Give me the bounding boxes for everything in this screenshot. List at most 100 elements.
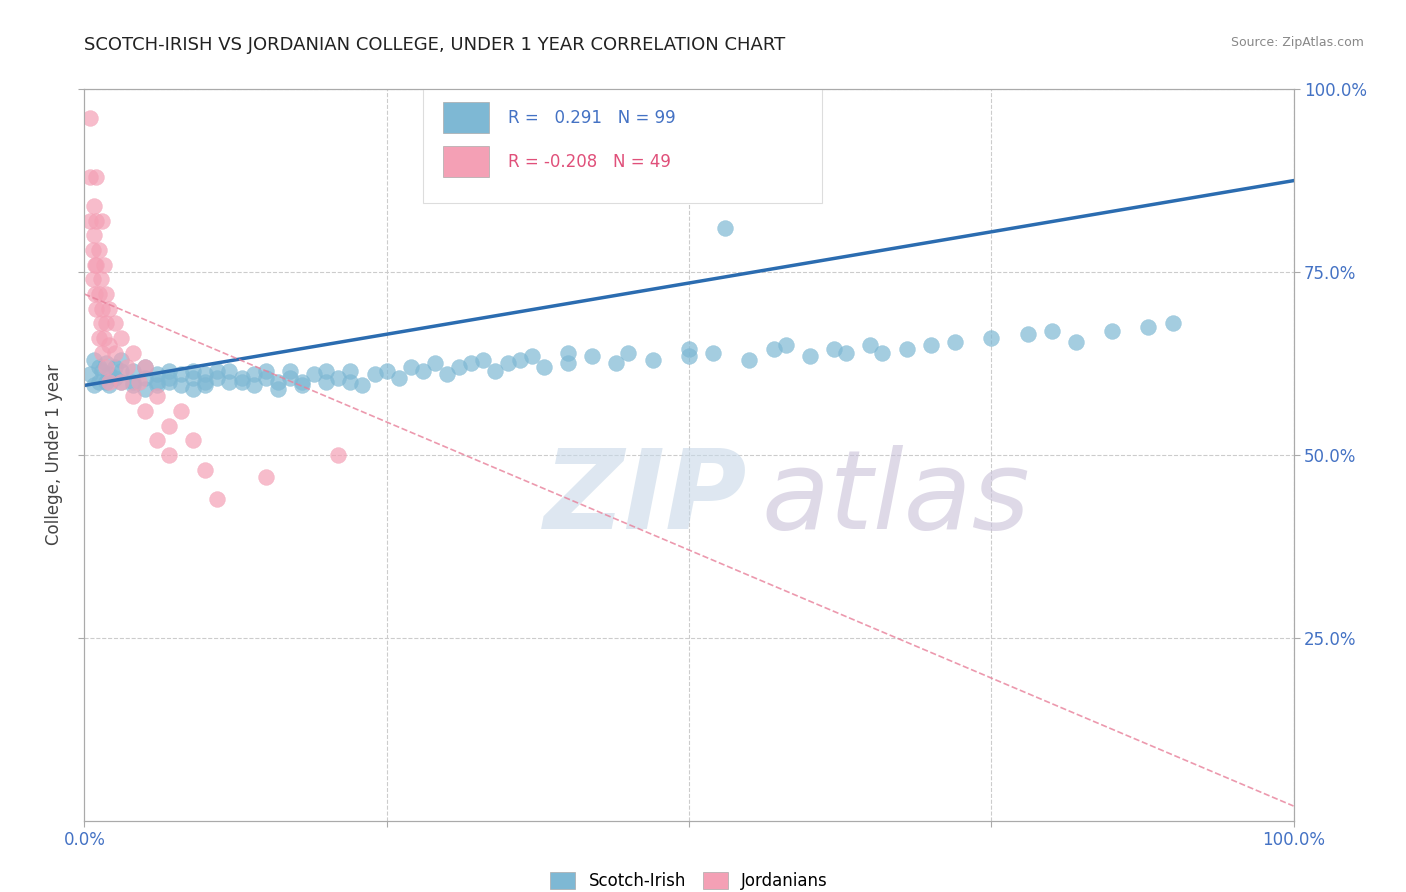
Point	[557, 345, 579, 359]
Point	[87, 243, 110, 257]
Point	[278, 371, 301, 385]
Text: SCOTCH-IRISH VS JORDANIAN COLLEGE, UNDER 1 YEAR CORRELATION CHART: SCOTCH-IRISH VS JORDANIAN COLLEGE, UNDER…	[84, 36, 786, 54]
Point	[90, 272, 112, 286]
Point	[94, 316, 117, 330]
Point	[90, 316, 112, 330]
Point	[134, 360, 156, 375]
Point	[134, 382, 156, 396]
Point	[134, 360, 156, 375]
Point	[436, 368, 458, 382]
Point	[207, 371, 229, 385]
Point	[375, 364, 398, 378]
Point	[79, 214, 101, 228]
Point	[134, 404, 156, 418]
Point	[97, 368, 120, 382]
Legend: Scotch-Irish, Jordanians: Scotch-Irish, Jordanians	[544, 865, 834, 892]
Point	[128, 375, 150, 389]
Point	[242, 368, 264, 382]
Point	[557, 356, 579, 371]
Point	[83, 199, 105, 213]
Point	[97, 301, 120, 316]
Point	[617, 345, 640, 359]
Point	[641, 352, 664, 367]
Point	[170, 378, 193, 392]
Point	[1161, 316, 1184, 330]
Point	[242, 378, 264, 392]
Point	[472, 352, 495, 367]
Point	[775, 338, 797, 352]
Point	[363, 368, 385, 382]
Point	[328, 371, 350, 385]
Point	[83, 378, 105, 392]
Point	[121, 389, 143, 403]
Point	[121, 345, 143, 359]
Point	[83, 352, 105, 367]
Point	[170, 368, 193, 382]
Point	[157, 418, 180, 433]
Point	[423, 356, 446, 371]
Point	[388, 371, 411, 385]
Point	[509, 352, 531, 367]
Point	[181, 434, 204, 448]
Point	[339, 375, 361, 389]
Point	[87, 375, 110, 389]
Point	[484, 364, 506, 378]
Point	[823, 342, 845, 356]
Point	[218, 364, 240, 378]
Point	[91, 364, 114, 378]
Point	[920, 338, 942, 352]
Point	[79, 368, 101, 382]
Point	[82, 272, 104, 286]
Point	[181, 382, 204, 396]
Point	[110, 331, 132, 345]
Point	[254, 470, 277, 484]
Point	[399, 360, 422, 375]
Point	[605, 356, 627, 371]
Point	[94, 360, 117, 375]
Point	[86, 214, 108, 228]
Point	[94, 375, 117, 389]
Point	[121, 375, 143, 389]
Point	[157, 371, 180, 385]
Point	[762, 342, 785, 356]
Text: ZIP: ZIP	[544, 445, 748, 552]
Point	[194, 368, 217, 382]
Point	[872, 345, 894, 359]
Point	[1101, 324, 1123, 338]
Text: Source: ZipAtlas.com: Source: ZipAtlas.com	[1230, 36, 1364, 49]
Point	[110, 375, 132, 389]
Point	[121, 364, 143, 378]
Point	[110, 364, 132, 378]
Point	[194, 378, 217, 392]
Point	[218, 375, 240, 389]
Text: R = -0.208   N = 49: R = -0.208 N = 49	[508, 153, 671, 170]
Point	[449, 360, 471, 375]
Point	[980, 331, 1002, 345]
Point	[97, 375, 120, 389]
Point	[146, 368, 169, 382]
Point	[267, 382, 290, 396]
Point	[97, 378, 120, 392]
Point	[91, 345, 114, 359]
Point	[97, 338, 120, 352]
Point	[315, 364, 337, 378]
Point	[115, 360, 138, 375]
Point	[859, 338, 882, 352]
Point	[835, 345, 858, 359]
Point	[254, 364, 277, 378]
Point	[702, 345, 724, 359]
Point	[181, 364, 204, 378]
Point	[678, 342, 700, 356]
Point	[302, 368, 325, 382]
Point	[181, 371, 204, 385]
Point	[104, 371, 127, 385]
Point	[110, 352, 132, 367]
Point	[278, 364, 301, 378]
Point	[79, 112, 101, 126]
Point	[87, 331, 110, 345]
Point	[231, 371, 253, 385]
Point	[104, 345, 127, 359]
Point	[738, 352, 761, 367]
FancyBboxPatch shape	[423, 89, 823, 202]
Point	[799, 349, 821, 363]
